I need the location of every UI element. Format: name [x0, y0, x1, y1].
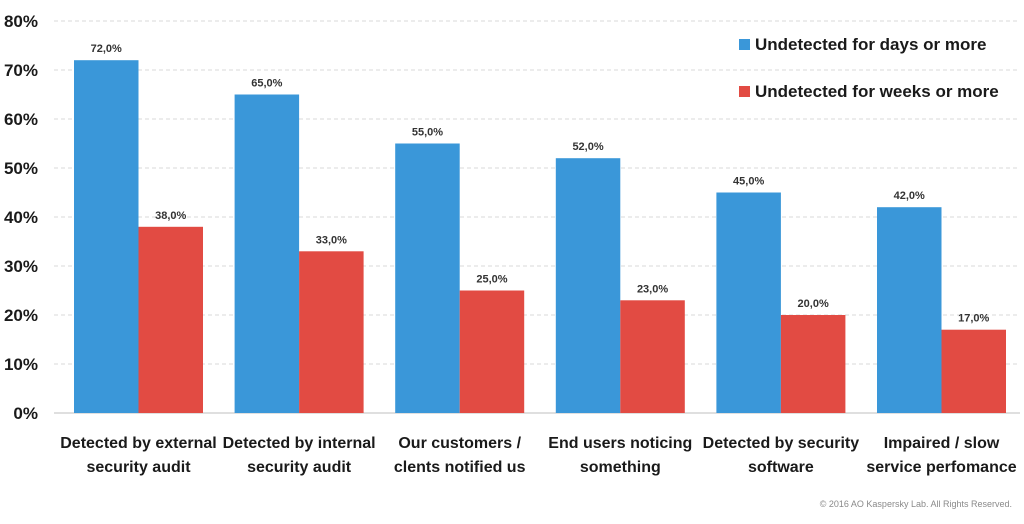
bar-days — [74, 60, 139, 413]
x-tick-label: Detected by internal security audit — [223, 435, 376, 476]
gridlines — [54, 20, 1020, 414]
bar-days — [234, 94, 300, 413]
y-tick-label: 10% — [4, 355, 38, 374]
bar-weeks — [620, 300, 685, 413]
data-label: 55,0% — [412, 127, 443, 139]
data-label: 20,0% — [798, 298, 829, 310]
bar-days — [395, 143, 460, 413]
data-label: 72,0% — [91, 43, 122, 55]
bar-weeks — [138, 226, 203, 413]
data-label: 65,0% — [251, 78, 282, 90]
data-labels: 72,0% 65,0% 55,0% 52,0% 45,0% 42,0% 38,0% 33,0%… — [91, 43, 990, 325]
y-axis-ticks: 0% 10% 20% 30% 40% 50% 60% 70% 80% — [4, 12, 38, 423]
legend-swatch — [739, 86, 750, 97]
data-label: 33,0% — [316, 234, 347, 246]
y-tick-label: 50% — [4, 159, 38, 178]
y-tick-label: 70% — [4, 61, 38, 80]
bar-weeks — [459, 290, 525, 413]
data-label: 17,0% — [958, 313, 989, 325]
x-axis-ticks: Detected by external security auditDetect… — [60, 435, 1017, 476]
bars — [74, 60, 1006, 413]
y-tick-label: 40% — [4, 208, 38, 227]
legend-label: Undetected for weeks or more — [755, 82, 999, 101]
y-tick-label: 80% — [4, 12, 38, 31]
legend: Undetected for days or more Undetected fo… — [739, 35, 999, 101]
x-tick-label: End users noticing something — [548, 435, 692, 476]
bar-days — [716, 192, 781, 413]
y-tick-label: 20% — [4, 306, 38, 325]
data-label: 25,0% — [476, 274, 507, 286]
bar-weeks — [299, 251, 364, 413]
bar-days — [877, 207, 942, 413]
legend-swatch — [739, 39, 750, 50]
data-label: 23,0% — [637, 283, 668, 295]
bar-days — [555, 158, 621, 413]
data-label: 42,0% — [894, 190, 925, 202]
y-tick-label: 30% — [4, 257, 38, 276]
x-tick-label: Impaired / slow service perfomance — [866, 435, 1016, 476]
legend-label: Undetected for days or more — [755, 35, 986, 54]
bar-weeks — [780, 315, 846, 413]
bar-weeks — [941, 329, 1006, 413]
y-tick-label: 60% — [4, 110, 38, 129]
x-tick-label: Detected by external security audit — [60, 435, 217, 476]
x-tick-label: Our customers / clents notified us — [394, 435, 526, 476]
data-label: 45,0% — [733, 176, 764, 188]
data-label: 52,0% — [572, 141, 603, 153]
x-tick-label: Detected by security software — [703, 435, 860, 476]
data-label: 38,0% — [155, 210, 186, 222]
y-tick-label: 0% — [13, 404, 38, 423]
copyright-text: © 2016 AO Kaspersky Lab. All Rights Rese… — [820, 499, 1012, 509]
